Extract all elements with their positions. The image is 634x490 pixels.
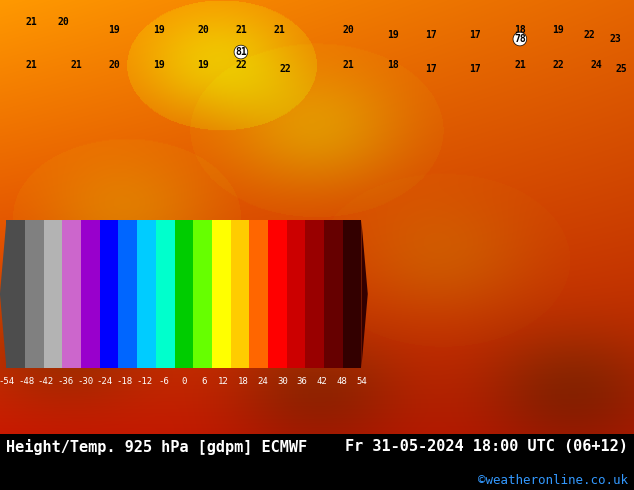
Text: 17: 17: [425, 64, 437, 74]
Bar: [174, 220, 193, 368]
Bar: [81, 220, 100, 368]
Text: 21: 21: [273, 25, 285, 35]
Text: 21: 21: [235, 25, 247, 35]
Text: 19: 19: [387, 30, 399, 40]
Text: 19: 19: [552, 25, 564, 35]
Text: -18: -18: [117, 377, 133, 386]
Text: 18: 18: [238, 377, 249, 386]
Polygon shape: [0, 220, 6, 368]
Text: 19: 19: [153, 25, 164, 35]
Text: -30: -30: [77, 377, 93, 386]
Bar: [231, 220, 249, 368]
Bar: [6, 220, 25, 368]
Text: -42: -42: [38, 377, 54, 386]
Text: 18: 18: [514, 25, 526, 35]
Bar: [62, 220, 81, 368]
Text: 17: 17: [470, 30, 481, 40]
Text: 0: 0: [181, 377, 186, 386]
Bar: [306, 220, 324, 368]
Text: 19: 19: [197, 60, 209, 70]
Text: 18: 18: [387, 60, 399, 70]
Text: 21: 21: [70, 60, 82, 70]
Text: 17: 17: [470, 64, 481, 74]
Bar: [268, 220, 287, 368]
Text: 19: 19: [153, 60, 164, 70]
Text: 22: 22: [584, 30, 595, 40]
Bar: [287, 220, 306, 368]
Bar: [212, 220, 231, 368]
Text: 20: 20: [108, 60, 120, 70]
Text: 20: 20: [58, 17, 69, 26]
Polygon shape: [361, 220, 368, 368]
Bar: [249, 220, 268, 368]
Text: -24: -24: [97, 377, 113, 386]
Text: 21: 21: [343, 60, 354, 70]
Text: ©weatheronline.co.uk: ©weatheronline.co.uk: [477, 474, 628, 487]
Text: 22: 22: [235, 60, 247, 70]
Bar: [156, 220, 174, 368]
Bar: [137, 220, 156, 368]
Text: 17: 17: [425, 30, 437, 40]
Text: 12: 12: [218, 377, 229, 386]
Text: 19: 19: [108, 25, 120, 35]
Text: 48: 48: [336, 377, 347, 386]
Text: 24: 24: [257, 377, 268, 386]
Bar: [44, 220, 62, 368]
Bar: [100, 220, 119, 368]
Text: Fr 31-05-2024 18:00 UTC (06+12): Fr 31-05-2024 18:00 UTC (06+12): [345, 439, 628, 454]
Text: 30: 30: [277, 377, 288, 386]
Bar: [25, 220, 44, 368]
Bar: [324, 220, 343, 368]
Bar: [119, 220, 137, 368]
Text: 54: 54: [356, 377, 366, 386]
Text: 20: 20: [343, 25, 354, 35]
Bar: [193, 220, 212, 368]
Text: 22: 22: [280, 64, 291, 74]
Text: 25: 25: [616, 64, 627, 74]
Text: 6: 6: [201, 377, 206, 386]
Text: 36: 36: [297, 377, 307, 386]
Text: 42: 42: [316, 377, 327, 386]
Text: 21: 21: [514, 60, 526, 70]
Text: -48: -48: [18, 377, 34, 386]
Text: 22: 22: [552, 60, 564, 70]
Text: 81: 81: [235, 47, 247, 57]
Text: Height/Temp. 925 hPa [gdpm] ECMWF: Height/Temp. 925 hPa [gdpm] ECMWF: [6, 439, 307, 455]
Text: -36: -36: [58, 377, 74, 386]
Bar: [343, 220, 361, 368]
Text: 21: 21: [26, 60, 37, 70]
Text: -54: -54: [0, 377, 15, 386]
Text: -12: -12: [136, 377, 152, 386]
Text: 24: 24: [590, 60, 602, 70]
Text: 21: 21: [26, 17, 37, 26]
Text: 78: 78: [514, 34, 526, 44]
Text: 20: 20: [197, 25, 209, 35]
Text: 23: 23: [609, 34, 621, 44]
Text: -6: -6: [158, 377, 169, 386]
